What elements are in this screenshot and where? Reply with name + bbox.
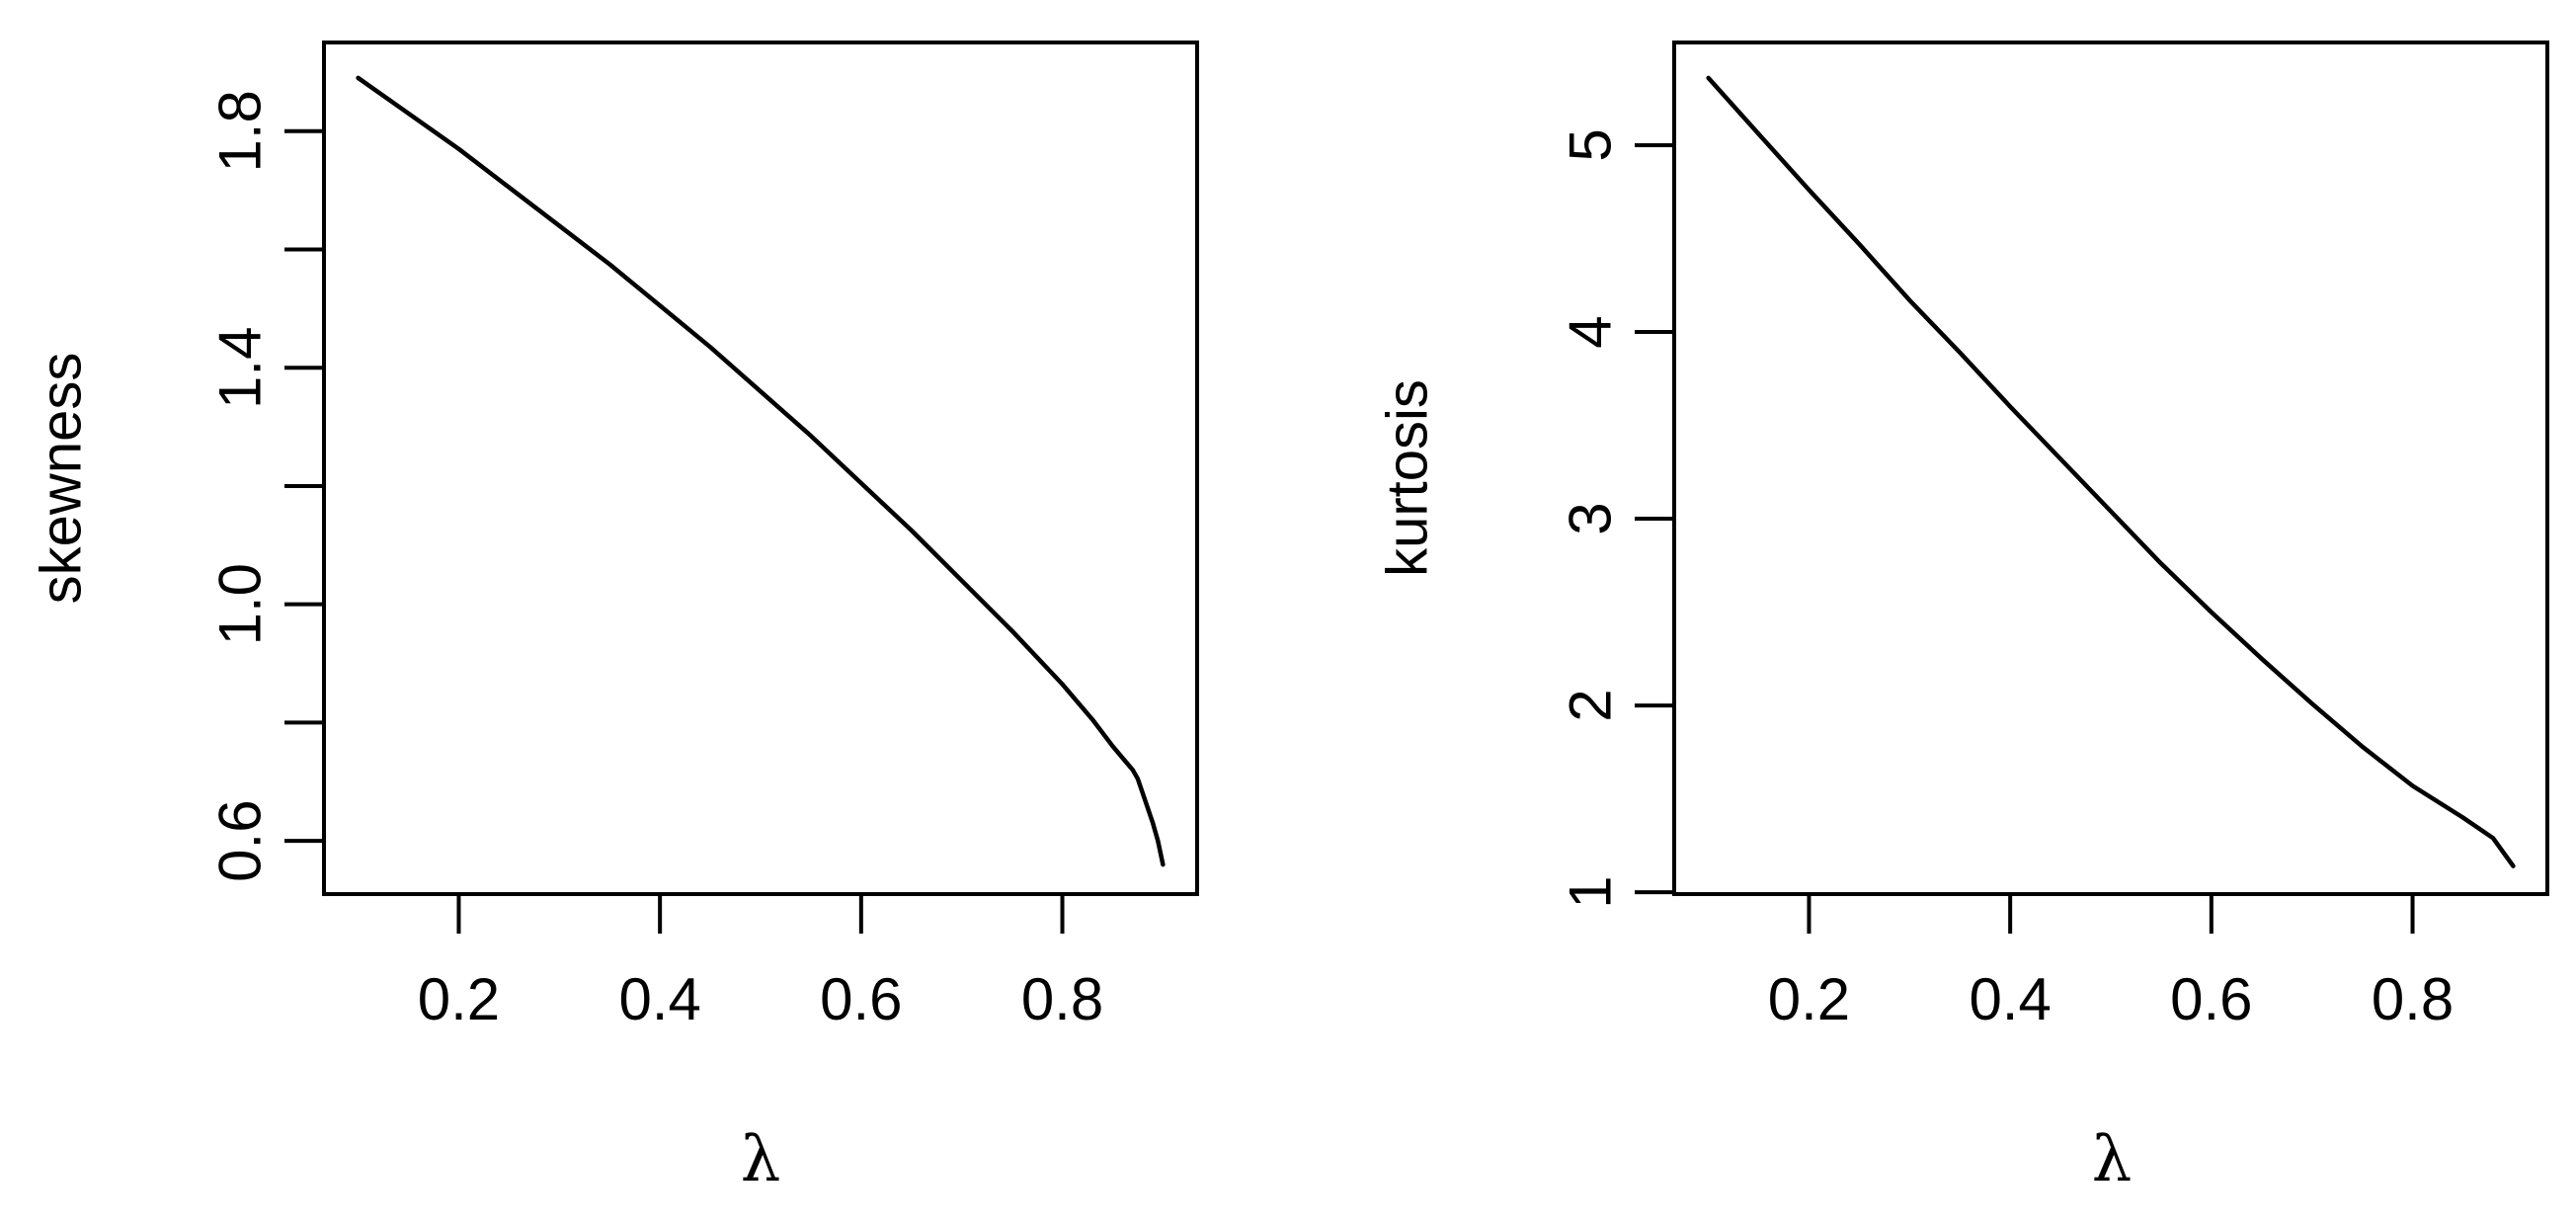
x-tick-label: 0.4 <box>1969 966 2051 1032</box>
x-tick-label: 0.2 <box>418 966 500 1032</box>
y-axis-label: kurtosis <box>1376 379 1440 577</box>
y-tick-label: 1.0 <box>207 563 274 645</box>
kurtosis-panel: 0.2 0.4 0.6 0.8 1 2 3 4 5 λ kurtosis <box>1376 41 2549 1196</box>
x-tick-label: 0.6 <box>820 966 902 1032</box>
x-tick-label: 0.8 <box>1021 966 1103 1032</box>
y-tick-label: 4 <box>1558 315 1624 348</box>
y-tick-label: 5 <box>1558 128 1624 161</box>
skewness-panel: 0.2 0.4 0.6 0.8 0.6 1.0 1.4 1.8 λ skewness <box>30 41 1199 1196</box>
y-tick-label: 3 <box>1558 502 1624 534</box>
y-tick-label: 1 <box>1558 875 1624 908</box>
y-tick-label: 2 <box>1558 689 1624 721</box>
x-axis-label: λ <box>741 1123 781 1196</box>
x-tick-label: 0.8 <box>2372 966 2454 1032</box>
x-axis-label: λ <box>2092 1123 2133 1196</box>
y-tick-label: 0.6 <box>207 799 274 881</box>
y-tick-label: 1.8 <box>207 90 274 172</box>
plot-frame <box>322 41 1199 896</box>
x-tick-label: 0.2 <box>1768 966 1850 1032</box>
x-tick-label: 0.6 <box>2170 966 2252 1032</box>
y-tick-label: 1.4 <box>207 327 274 409</box>
y-axis-label: skewness <box>30 353 94 605</box>
series-line <box>356 75 1166 867</box>
series-line <box>1706 75 2516 868</box>
x-tick-label: 0.4 <box>618 966 700 1032</box>
plot-frame <box>1672 41 2549 896</box>
